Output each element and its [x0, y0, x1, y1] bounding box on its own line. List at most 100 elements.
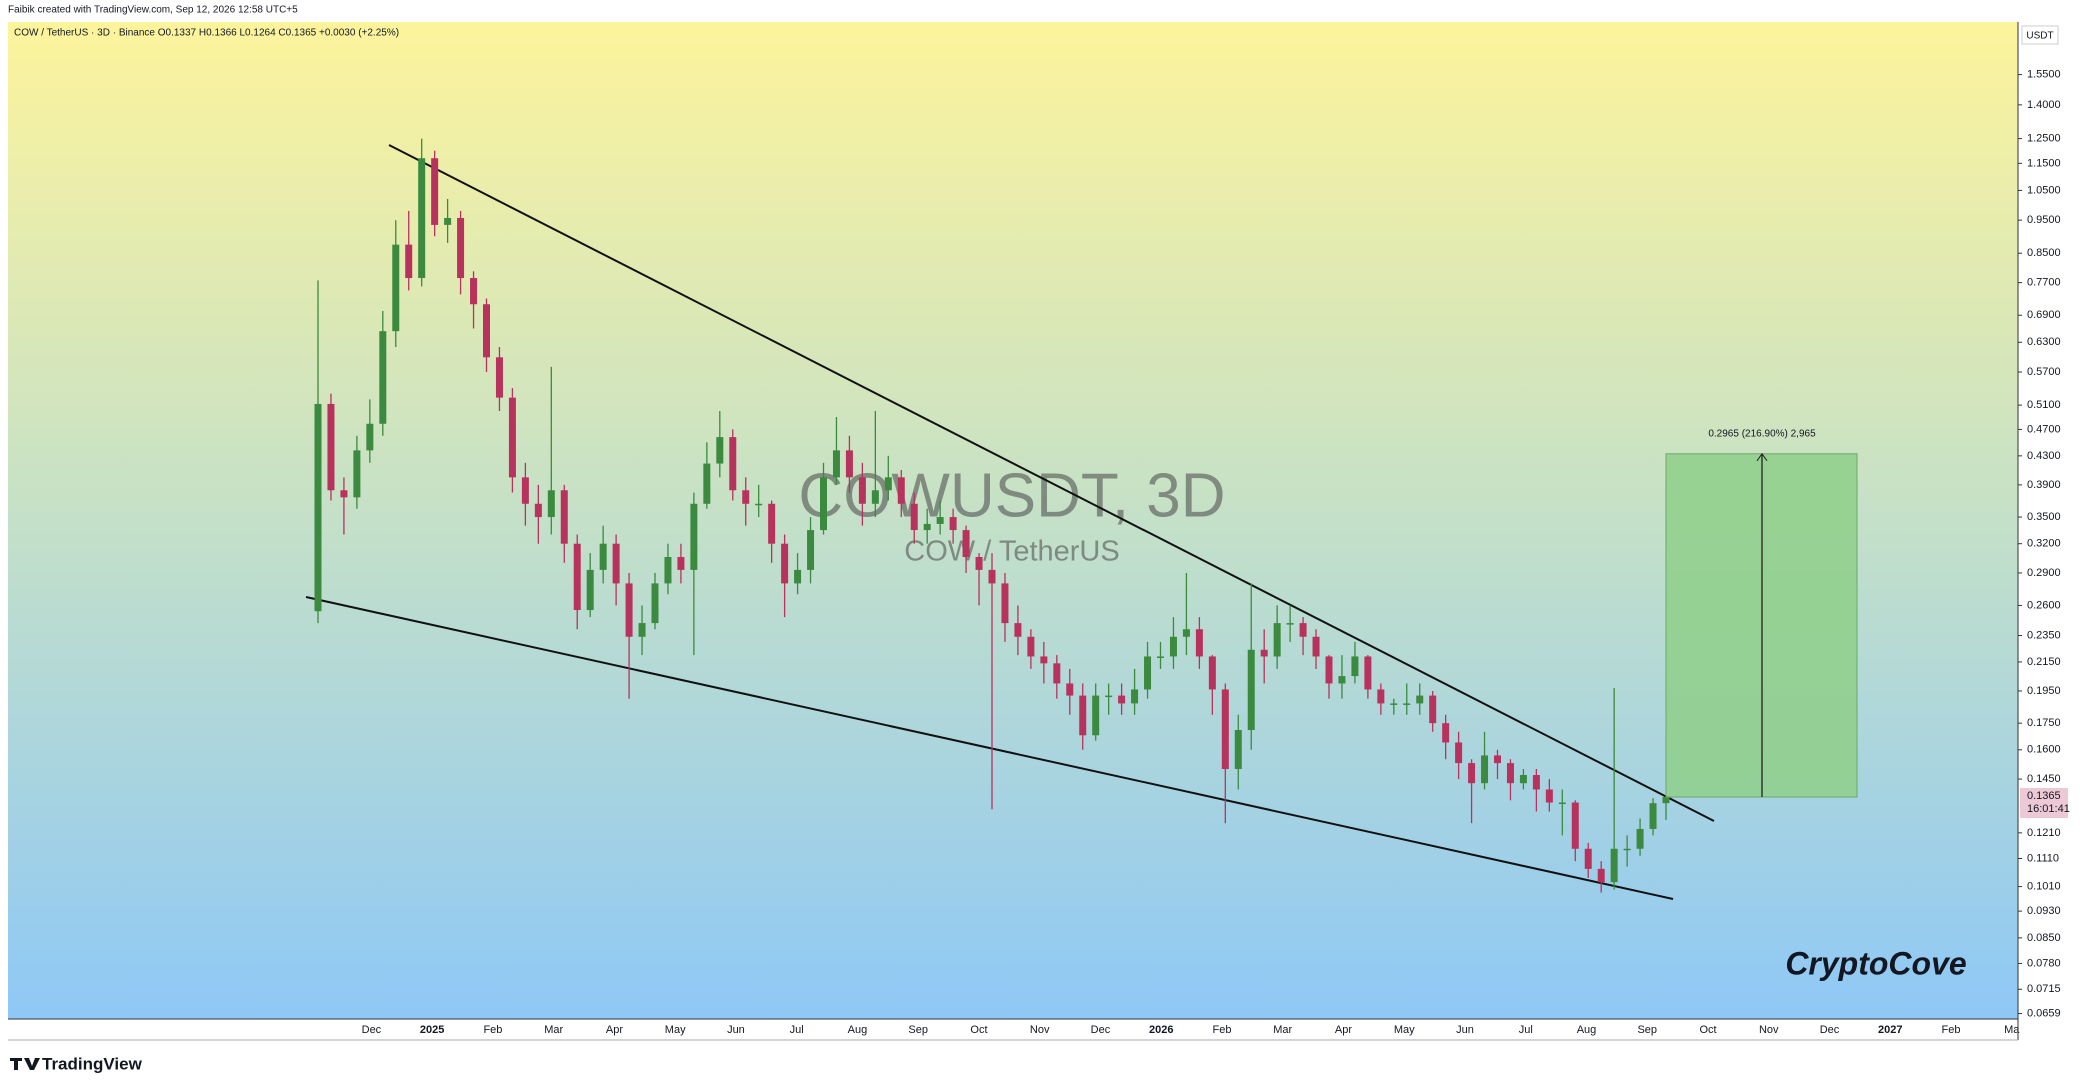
candle-body	[392, 244, 400, 332]
x-tick-label: 2027	[1878, 1024, 1902, 1036]
candle-body	[470, 278, 478, 305]
candle-body	[586, 569, 594, 611]
x-tick-label: Aug	[848, 1024, 868, 1036]
candle-body	[431, 158, 439, 225]
candle-body	[1610, 848, 1618, 883]
x-tick-label: Dec	[362, 1024, 382, 1036]
y-tick-label: 1.2500	[2027, 132, 2061, 144]
y-tick-label: 1.0500	[2027, 184, 2061, 196]
y-tick-label: 0.7700	[2027, 277, 2061, 289]
candle-body	[1208, 656, 1216, 690]
x-tick-label: Ma	[2004, 1024, 2020, 1036]
candle-body	[1325, 656, 1333, 684]
candle-body	[483, 304, 490, 358]
header: Faibik created with TradingView.com, Sep…	[8, 5, 298, 16]
candle-body	[832, 450, 840, 478]
candle-body	[1247, 649, 1255, 731]
candle-body	[1597, 868, 1605, 883]
candle-body	[1571, 802, 1579, 849]
candle-body	[1468, 763, 1476, 784]
candle-body	[379, 331, 387, 424]
candle-body	[495, 357, 503, 398]
candle-body	[366, 423, 374, 451]
candle-body	[1649, 803, 1657, 829]
y-tick-label: 1.5500	[2027, 69, 2061, 81]
x-tick-label: Sep	[908, 1024, 928, 1036]
x-tick-label: Jul	[1519, 1024, 1533, 1036]
candle-body	[1312, 636, 1320, 657]
candle-body	[1260, 649, 1268, 657]
x-tick-label: 2026	[1149, 1024, 1173, 1036]
candle-body	[949, 517, 957, 531]
candle-body	[1532, 774, 1540, 790]
candle-body	[988, 569, 996, 584]
y-tick-label: 0.1110	[2027, 852, 2059, 864]
candle-body	[1558, 802, 1566, 805]
target-label: 0.2965 (216.90%) 2,965	[1708, 428, 1816, 439]
price-tag-label: 0.1365	[2027, 790, 2061, 802]
x-tick-label: Jun	[727, 1024, 745, 1036]
y-tick-label: 0.8500	[2027, 247, 2061, 259]
candle-body	[418, 158, 426, 279]
y-tick-label: 0.1750	[2027, 717, 2061, 729]
candle-body	[858, 477, 866, 504]
y-tick-label: 0.0659	[2027, 1007, 2061, 1019]
x-tick-label: Feb	[483, 1024, 502, 1036]
candle-body	[1351, 656, 1359, 677]
candle-body	[1195, 629, 1203, 657]
candle-body	[314, 403, 322, 612]
y-tick-label: 0.4300	[2027, 450, 2061, 462]
x-tick-label: May	[1394, 1024, 1415, 1036]
upper-trendline	[388, 144, 1715, 822]
candle-body	[962, 530, 970, 558]
y-tick-label: 1.1500	[2027, 157, 2061, 169]
candle-body	[781, 543, 789, 584]
candle-body	[1584, 848, 1592, 869]
candle-body	[1623, 848, 1631, 851]
x-tick-label: Dec	[1820, 1024, 1840, 1036]
candle-body	[534, 503, 542, 518]
legend: COW / TetherUS · 3D · Binance O0.1337 H0…	[14, 28, 399, 39]
brand: TradingView	[42, 1054, 143, 1073]
candle-body	[820, 477, 827, 531]
x-tick-label: Nov	[1030, 1024, 1050, 1036]
candle-body	[1182, 629, 1190, 637]
y-tick-label: 0.1950	[2027, 685, 2061, 697]
candle-body	[1234, 730, 1242, 769]
candle-body	[1027, 636, 1035, 657]
y-tick-label: 0.2350	[2027, 629, 2061, 641]
y-tick-label: 0.0930	[2027, 905, 2061, 917]
candle-body	[638, 623, 646, 637]
x-tick-label: Mar	[1273, 1024, 1292, 1036]
candle-body	[508, 397, 516, 478]
y-tick-label: 0.1210	[2027, 827, 2061, 839]
candle-body	[755, 503, 763, 506]
candle-body	[1014, 623, 1022, 637]
candle-body	[625, 583, 633, 637]
candle-body	[651, 583, 659, 624]
y-tick-label: 0.6900	[2027, 309, 2061, 321]
y-tick-label: 0.1010	[2027, 880, 2061, 892]
candle-body	[1053, 663, 1061, 684]
y-tick-label: 0.2900	[2027, 567, 2061, 579]
candle-body	[703, 463, 711, 504]
candle-body	[1377, 689, 1385, 704]
x-tick-label: Apr	[606, 1024, 623, 1036]
unit: USDT	[2026, 31, 2053, 42]
candle-body	[910, 503, 918, 531]
candle-body	[560, 490, 568, 544]
candle-body	[729, 437, 737, 491]
candle-body	[742, 490, 750, 504]
y-tick-label: 0.4700	[2027, 423, 2061, 435]
x-tick-label: Oct	[1699, 1024, 1716, 1036]
y-tick-label: 0.5100	[2027, 399, 2061, 411]
candle-body	[573, 543, 581, 611]
candle-body	[612, 543, 620, 584]
x-tick-label: Mar	[544, 1024, 563, 1036]
candle-body	[1506, 763, 1514, 784]
candle-body	[405, 244, 413, 279]
x-tick-label: Jul	[790, 1024, 804, 1036]
x-tick-label: Feb	[1212, 1024, 1231, 1036]
y-tick-label: 0.6300	[2027, 336, 2061, 348]
y-tick-label: 0.1450	[2027, 773, 2061, 785]
